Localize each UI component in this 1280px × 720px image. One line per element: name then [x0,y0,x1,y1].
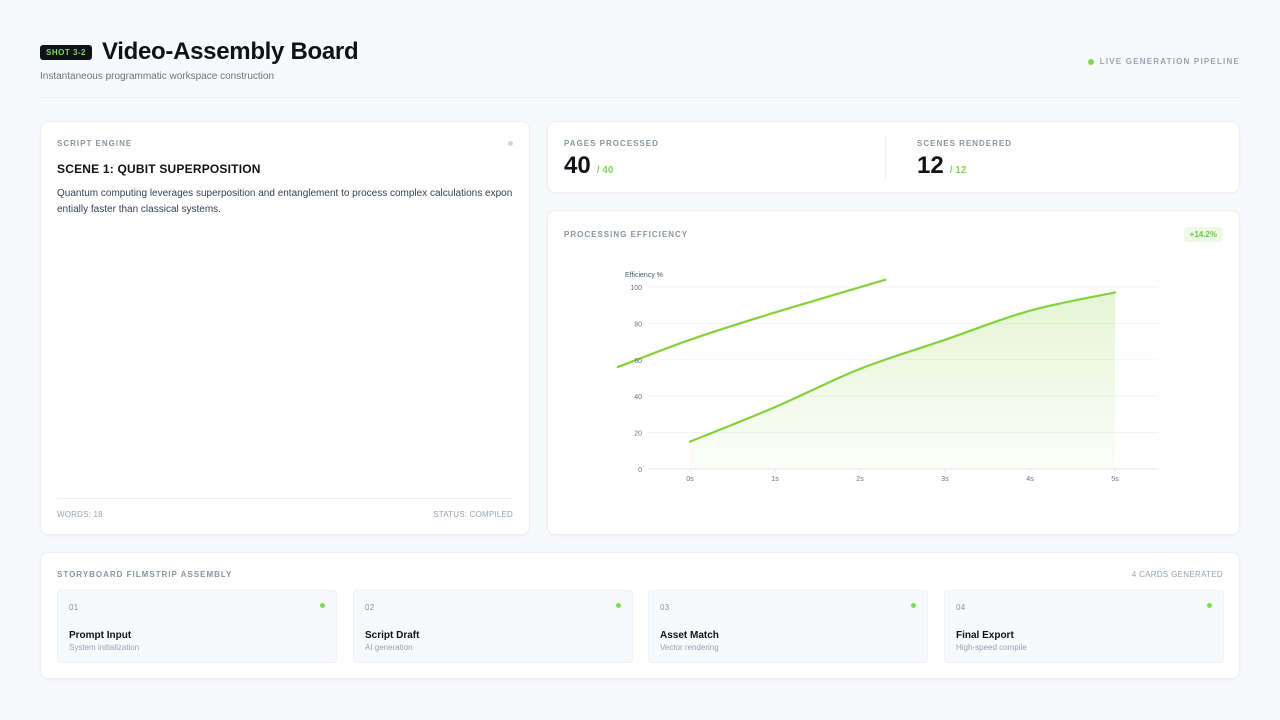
y-tick-label: 0 [638,467,642,474]
frame-number: 03 [660,603,670,612]
scene-title: SCENE 1: QUBIT SUPERPOSITION [57,162,261,176]
script-footer-divider [57,498,513,499]
stats-divider [885,134,886,180]
storyboard-frame-3[interactable]: 03 Asset Match Vector rendering [648,590,928,663]
storyboard-frame-2[interactable]: 02 Script Draft AI generation [353,590,633,663]
y-tick-label: 100 [630,285,642,292]
series-1-line [688,291,1117,443]
frame-status-dot-icon [320,603,325,608]
x-tick-label: 2s [856,476,864,483]
scenes-rendered-stat: SCENES RENDERED 12 / 12 [917,139,1012,180]
filmstrip-label: STORYBOARD FILMSTRIP ASSEMBLY [57,570,233,579]
frame-subtitle: Vector rendering [660,643,719,652]
x-tick-label: 0s [686,476,694,483]
script-engine-label: SCRIPT ENGINE [57,139,133,148]
x-tick-label: 5s [1111,476,1119,483]
storyboard-frame-4[interactable]: 04 Final Export High-speed compile [944,590,1224,663]
series-2-line [616,278,887,369]
processing-efficiency-label: PROCESSING EFFICIENCY [564,230,689,239]
stats-card: PAGES PROCESSED 40 / 40 SCENES RENDERED … [547,121,1240,193]
y-tick-label: 80 [634,321,642,328]
compile-status: STATUS: COMPILED [433,510,513,519]
live-status-label: LIVE GENERATION PIPELINE [1099,57,1240,66]
x-tick-label: 3s [941,476,949,483]
frame-number: 04 [956,603,966,612]
shot-badge: SHOT 3-2 [40,45,93,60]
frame-subtitle: System initialization [69,643,140,652]
word-count: WORDS: 18 [57,510,103,519]
cards-generated-count: 4 CARDS GENERATED [1131,570,1223,579]
frame-subtitle: High-speed compile [956,643,1027,652]
x-tick-label: 4s [1026,476,1034,483]
frame-title: Script Draft [365,630,420,641]
scenes-rendered-value: 12 [917,152,944,179]
more-options-icon[interactable] [508,141,513,146]
page-header: SHOT 3-2 Video-Assembly Board Instantane… [40,38,1240,88]
frame-title: Asset Match [660,630,719,641]
pages-processed-stat: PAGES PROCESSED 40 / 40 [564,139,659,180]
header-divider [40,97,1240,98]
frame-number: 02 [365,603,375,612]
pages-processed-value: 40 [564,152,591,179]
page-title: Video-Assembly Board [102,38,359,65]
y-axis-label: Efficiency % [625,272,663,279]
frame-title: Final Export [956,630,1014,641]
script-engine-card: SCRIPT ENGINE SCENE 1: QUBIT SUPERPOSITI… [40,121,530,535]
y-tick-label: 20 [634,431,642,438]
live-dot-icon [1087,58,1094,65]
efficiency-delta-badge: +14.2% [1183,227,1223,242]
x-tick-label: 1s [771,476,779,483]
pages-processed-total: / 40 [596,165,614,176]
frame-title: Prompt Input [69,630,132,641]
frame-status-dot-icon [616,603,621,608]
frame-number: 01 [69,603,79,612]
efficiency-chart: 0 20 40 60 80 100 0s 1s 2s 3s 4s 5s Efficiency % [616,272,1158,483]
scenes-rendered-label: SCENES RENDERED [917,139,1013,148]
processing-efficiency-card: 0 20 40 60 80 100 0s 1s 2s 3s 4s 5s Efficiency % PRO… [547,210,1240,535]
pages-processed-label: PAGES PROCESSED [564,139,659,148]
series-1-area [690,292,1115,469]
live-status-indicator: LIVE GENERATION PIPELINE [1087,57,1240,66]
y-tick-label: 40 [634,394,642,401]
page-subtitle: Instantaneous programmatic workspace con… [40,71,275,82]
scenes-rendered-total: / 12 [949,165,967,176]
frame-status-dot-icon [1207,603,1212,608]
scene-script-text[interactable]: Quantum computing leverages superpositio… [57,188,513,215]
y-tick-label: 60 [634,358,642,365]
frame-subtitle: AI generation [365,643,413,652]
storyboard-filmstrip-card: STORYBOARD FILMSTRIP ASSEMBLY 4 CARDS GE… [40,552,1240,679]
storyboard-frame-1[interactable]: 01 Prompt Input System initialization [57,590,337,663]
frame-status-dot-icon [911,603,916,608]
